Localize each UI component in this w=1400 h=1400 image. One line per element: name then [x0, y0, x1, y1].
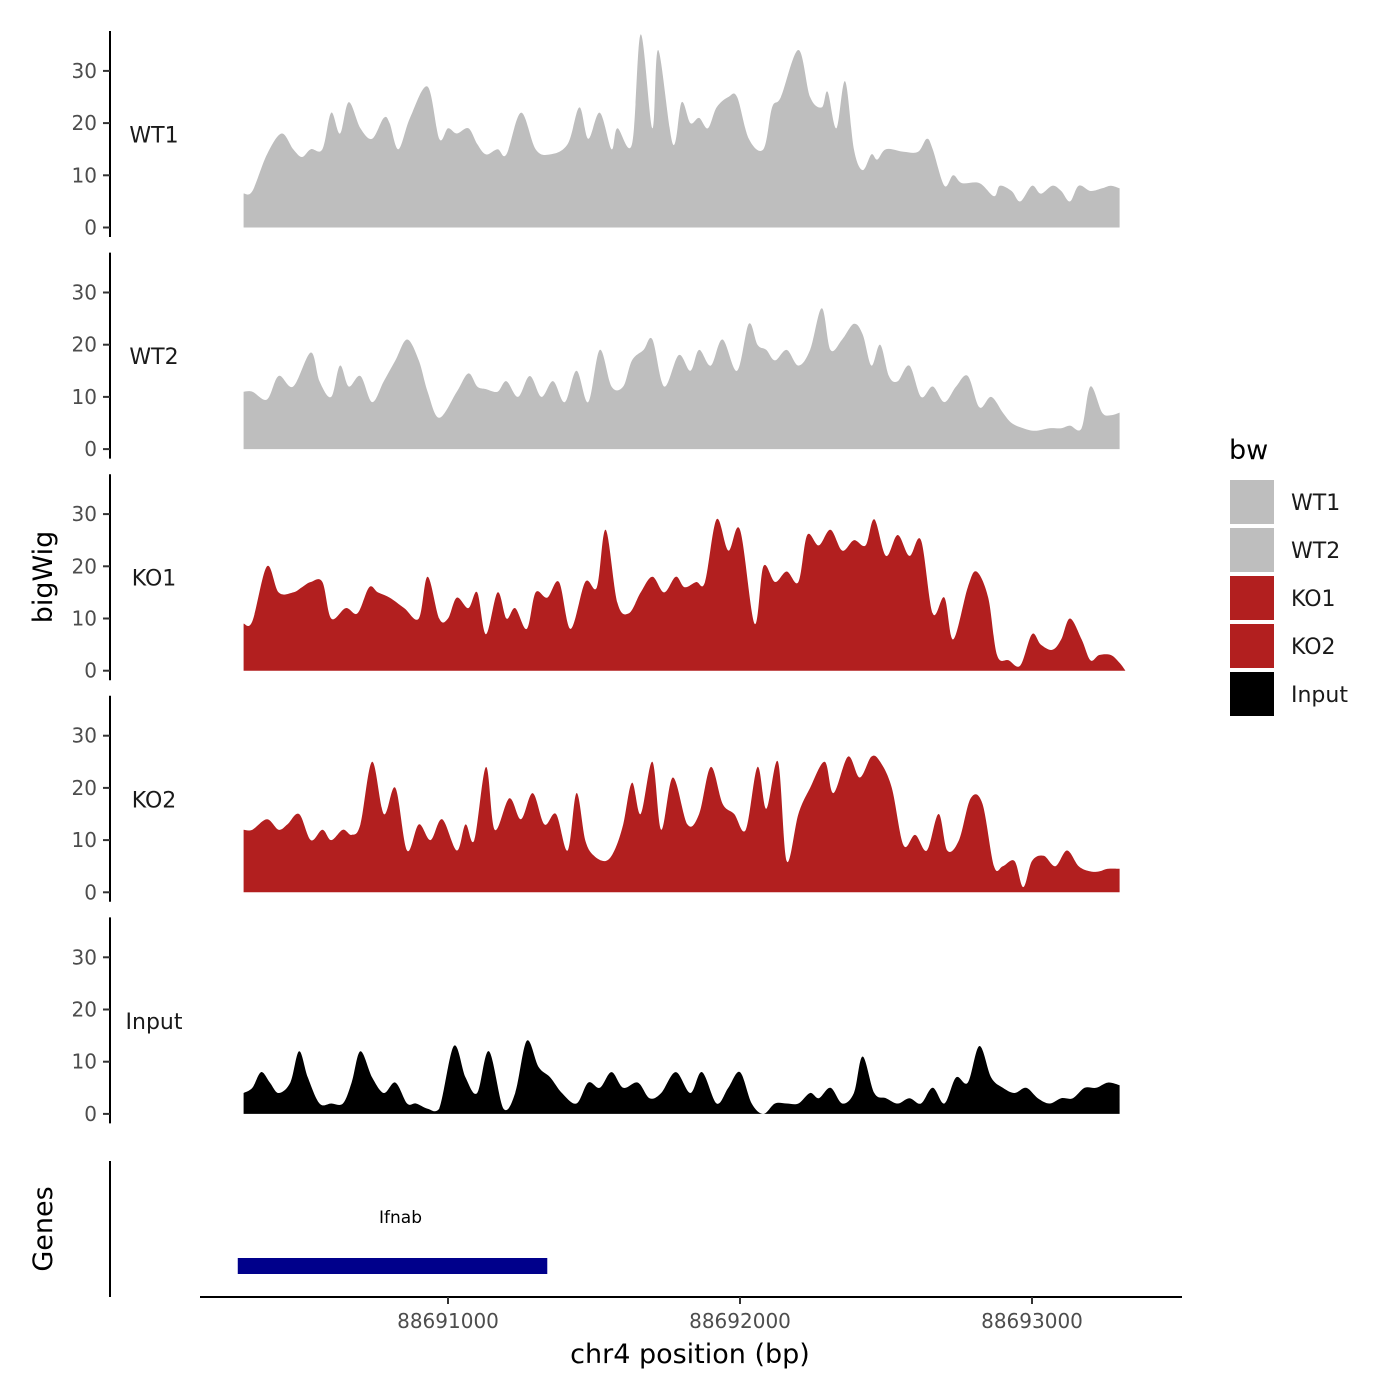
y-tick-label: 20 — [72, 111, 97, 135]
x-axis: 88691000 88692000 88693000 chr4 position (… — [200, 1296, 1182, 1370]
legend-swatch — [1230, 480, 1274, 524]
y-tick-label: 0 — [84, 216, 97, 240]
legend-swatch — [1230, 528, 1274, 572]
y-tick-label: 20 — [72, 554, 97, 578]
y-tick-label: 0 — [84, 1102, 97, 1126]
legend-swatch — [1230, 672, 1274, 716]
y-tick-label: 20 — [72, 776, 97, 800]
track-label: KO1 — [132, 567, 177, 592]
legend-swatch — [1230, 576, 1274, 620]
legend-title: bw — [1229, 435, 1268, 466]
x-tick-label: 88692000 — [689, 1309, 791, 1333]
track-wt1: 0 10 20 30 WT1 — [72, 31, 1120, 240]
y-tick-label: 0 — [84, 659, 97, 683]
bigwig-tracks: 0 10 20 30 WT1 0 10 20 30 WT2 0 10 20 30 KO1 0 10 20 30 KO2… — [72, 31, 1126, 1126]
track-label: Input — [126, 1010, 183, 1035]
track-area-input — [243, 1040, 1120, 1114]
y-tick-label: 0 — [84, 437, 97, 461]
y-tick-label: 20 — [72, 998, 97, 1022]
legend: bw WT1 WT2 KO1 KO2 Input — [1229, 435, 1348, 716]
track-label: KO2 — [132, 788, 177, 813]
legend-label: WT1 — [1291, 491, 1340, 516]
genes-axis-title: Genes — [28, 1186, 59, 1271]
x-ticks: 88691000 88692000 88693000 — [397, 1297, 1083, 1333]
x-tick-label: 88691000 — [397, 1309, 499, 1333]
y-tick-label: 30 — [72, 281, 97, 305]
track-label: WT1 — [129, 124, 178, 149]
gene-items: Ifnab — [237, 1208, 548, 1274]
y-tick-label: 10 — [72, 385, 97, 409]
track-label: WT2 — [129, 345, 178, 370]
gene-body — [237, 1258, 548, 1274]
y-tick-label: 10 — [72, 828, 97, 852]
track-area-ko1 — [243, 518, 1126, 671]
track-input: 0 10 20 30 Input — [72, 917, 1120, 1126]
track-ko2: 0 10 20 30 KO2 — [72, 695, 1120, 904]
y-tick-label: 30 — [72, 502, 97, 526]
track-area-ko2 — [243, 755, 1120, 893]
track-wt2: 0 10 20 30 WT2 — [72, 252, 1120, 461]
legend-items: WT1 WT2 KO1 KO2 Input — [1230, 480, 1348, 716]
legend-swatch — [1230, 624, 1274, 668]
y-tick-label: 10 — [72, 1050, 97, 1074]
y-tick-label: 10 — [72, 607, 97, 631]
legend-label: KO1 — [1291, 587, 1336, 612]
legend-label: KO2 — [1291, 635, 1336, 660]
gene-label: Ifnab — [379, 1208, 422, 1228]
y-tick-label: 0 — [84, 880, 97, 904]
y-tick-label: 10 — [72, 163, 97, 187]
x-tick-label: 88693000 — [981, 1309, 1083, 1333]
x-axis-title: chr4 position (bp) — [570, 1339, 810, 1370]
y-tick-label: 30 — [72, 724, 97, 748]
gene-ifnab: Ifnab — [237, 1208, 548, 1274]
track-area-wt2 — [243, 308, 1120, 450]
y-tick-label: 30 — [72, 59, 97, 83]
y-tick-label: 30 — [72, 945, 97, 969]
genes-panel: Genes Ifnab — [28, 1161, 548, 1297]
track-area-wt1 — [243, 34, 1120, 228]
track-ko1: 0 10 20 30 KO1 — [72, 474, 1126, 683]
y-tick-label: 20 — [72, 333, 97, 357]
y-axis-title: bigWig — [28, 531, 59, 624]
legend-label: Input — [1291, 683, 1348, 708]
legend-label: WT2 — [1291, 539, 1340, 564]
